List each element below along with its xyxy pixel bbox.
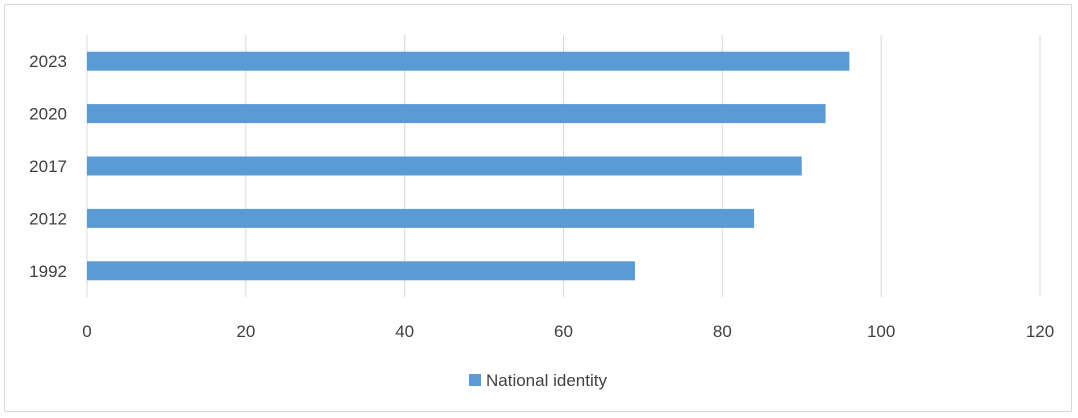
bar: [87, 104, 826, 124]
x-tick-label: 40: [395, 322, 414, 341]
x-tick-label: 0: [82, 322, 91, 341]
legend-label: National identity: [486, 371, 607, 390]
bar: [87, 51, 850, 71]
bar: [87, 208, 755, 228]
y-category-label: 2012: [29, 209, 67, 228]
bars: [87, 51, 850, 281]
x-tick-label: 120: [1026, 322, 1054, 341]
y-category-label: 2023: [29, 52, 67, 71]
x-axis-labels: 0 20 40 60 80 100 120: [82, 322, 1054, 341]
y-category-label: 1992: [29, 262, 67, 281]
x-tick-label: 60: [554, 322, 573, 341]
bar: [87, 261, 635, 281]
y-category-label: 2017: [29, 157, 67, 176]
legend-swatch: [469, 374, 481, 386]
y-axis-labels: 2023 2020 2017 2012 1992: [29, 52, 67, 281]
x-tick-label: 100: [867, 322, 895, 341]
chart-frame: [4, 4, 1072, 412]
x-tick-label: 80: [713, 322, 732, 341]
legend: National identity: [469, 371, 607, 390]
bar: [87, 156, 802, 176]
x-tick-label: 20: [236, 322, 255, 341]
y-category-label: 2020: [29, 105, 67, 124]
